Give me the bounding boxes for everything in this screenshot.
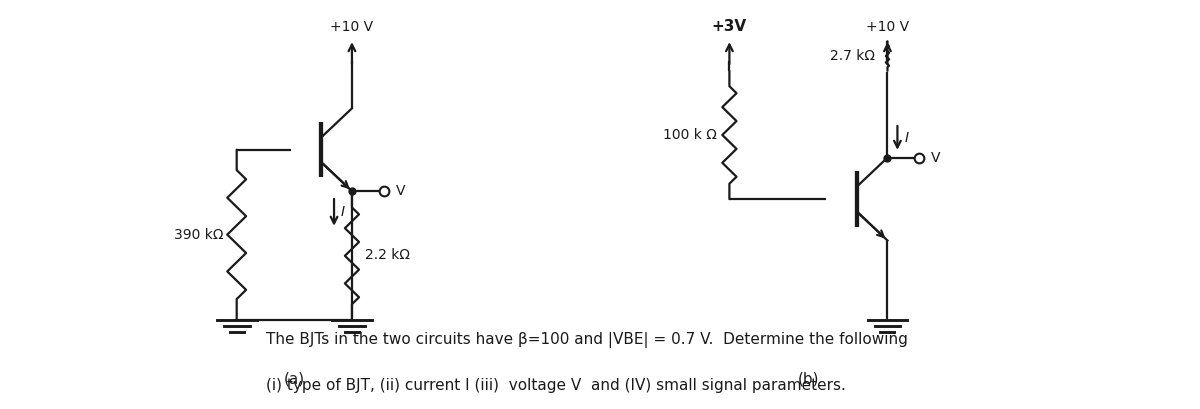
- Text: +3V: +3V: [712, 19, 746, 34]
- Text: V: V: [396, 184, 406, 198]
- Text: 390 kΩ: 390 kΩ: [174, 227, 223, 242]
- Text: (a): (a): [283, 371, 305, 386]
- Text: I: I: [905, 131, 908, 145]
- Text: 100 k Ω: 100 k Ω: [662, 128, 716, 142]
- Text: The BJTs in the two circuits have β=100 and |VBE| = 0.7 V.  Determine the follow: The BJTs in the two circuits have β=100 …: [265, 332, 907, 348]
- Text: 2.7 kΩ: 2.7 kΩ: [829, 49, 875, 63]
- Text: +10 V: +10 V: [330, 20, 373, 34]
- Text: 2.2 kΩ: 2.2 kΩ: [365, 248, 410, 262]
- Text: V: V: [931, 151, 941, 165]
- Text: (b): (b): [798, 371, 820, 386]
- Text: (i) type of BJT, (ii) current I (iii)  voltage V  and (IV) small signal paramete: (i) type of BJT, (ii) current I (iii) vo…: [265, 378, 846, 393]
- Text: +10 V: +10 V: [866, 20, 910, 34]
- Text: I: I: [341, 205, 346, 219]
